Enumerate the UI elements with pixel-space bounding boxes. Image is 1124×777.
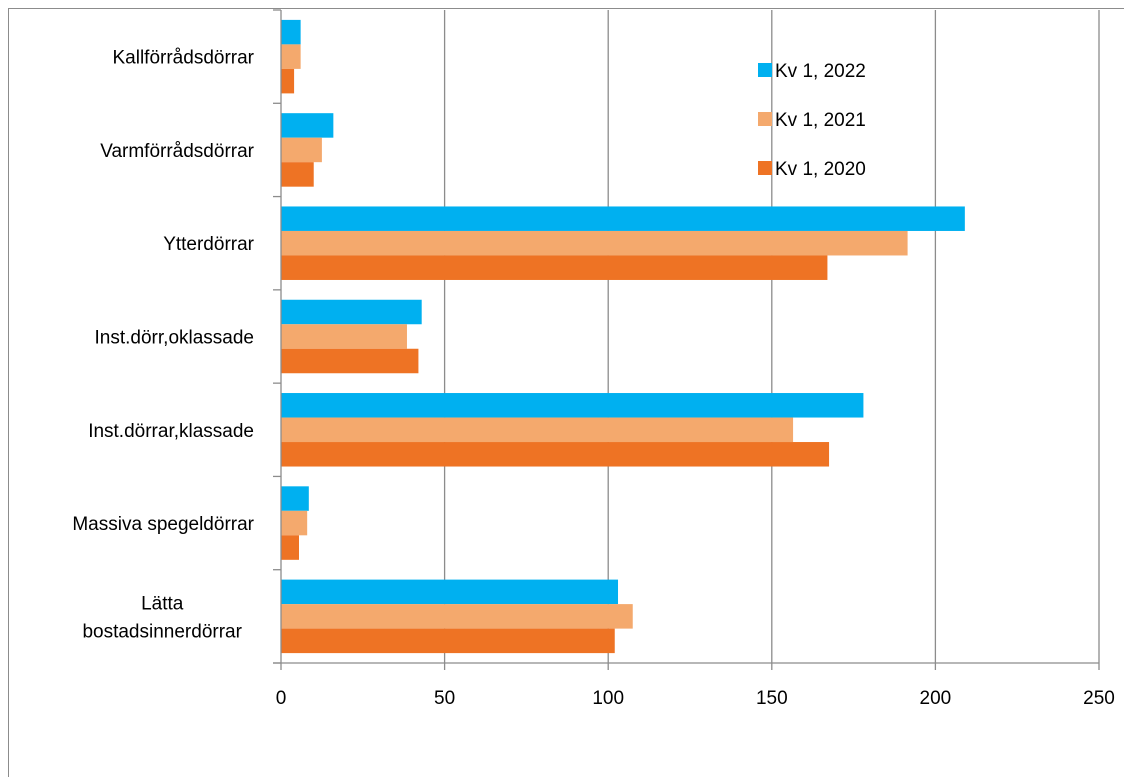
bar-3-4 bbox=[281, 348, 419, 374]
x-tick-label-50: 50 bbox=[434, 688, 455, 709]
category-label-6: Massiva spegeldörrar bbox=[72, 514, 254, 535]
bar-3-1 bbox=[281, 68, 295, 94]
legend-swatch-3 bbox=[758, 161, 772, 175]
x-tick-label-0: 0 bbox=[276, 688, 287, 709]
x-tick-label-150: 150 bbox=[756, 688, 788, 709]
category-label-1: Kallförrådsdörrar bbox=[113, 48, 255, 69]
bar-2-3 bbox=[281, 230, 908, 256]
bar-2-7 bbox=[281, 604, 633, 629]
category-label-2: Varmförrådsdörrar bbox=[100, 141, 254, 162]
x-tick-label-250: 250 bbox=[1083, 688, 1115, 709]
bar-1-3 bbox=[281, 206, 965, 231]
category-label-7: Lätta bostadsinnerdörrar bbox=[82, 593, 242, 642]
bar-1-5 bbox=[281, 393, 864, 418]
bar-2-4 bbox=[281, 324, 407, 349]
bar-1-1 bbox=[281, 19, 301, 45]
category-label-4: Inst.dörr,oklassade bbox=[95, 328, 254, 349]
legend-label-3: Kv 1, 2020 bbox=[775, 159, 866, 180]
legend-label-2: Kv 1, 2021 bbox=[775, 110, 866, 131]
legend-swatch-2 bbox=[758, 112, 772, 126]
bar-2-5 bbox=[281, 417, 794, 443]
bar-1-6 bbox=[281, 486, 309, 511]
x-tick-label-100: 100 bbox=[592, 688, 624, 709]
bar-3-2 bbox=[281, 162, 314, 187]
bar-3-3 bbox=[281, 255, 828, 280]
bar-1-7 bbox=[281, 579, 619, 605]
legend-label-1: Kv 1, 2022 bbox=[775, 61, 866, 82]
bar-3-6 bbox=[281, 535, 299, 560]
bar-3-5 bbox=[281, 442, 830, 467]
x-tick-label-200: 200 bbox=[920, 688, 952, 709]
legend-swatch-1 bbox=[758, 63, 772, 77]
category-label-3: Ytterdörrar bbox=[163, 234, 254, 255]
bar-2-1 bbox=[281, 44, 301, 69]
bar-2-6 bbox=[281, 510, 308, 536]
bar-1-4 bbox=[281, 299, 422, 325]
bar-3-7 bbox=[281, 628, 615, 654]
category-label-5: Inst.dörrar,klassade bbox=[88, 421, 254, 442]
bar-2-2 bbox=[281, 137, 322, 163]
bar-1-2 bbox=[281, 113, 334, 138]
